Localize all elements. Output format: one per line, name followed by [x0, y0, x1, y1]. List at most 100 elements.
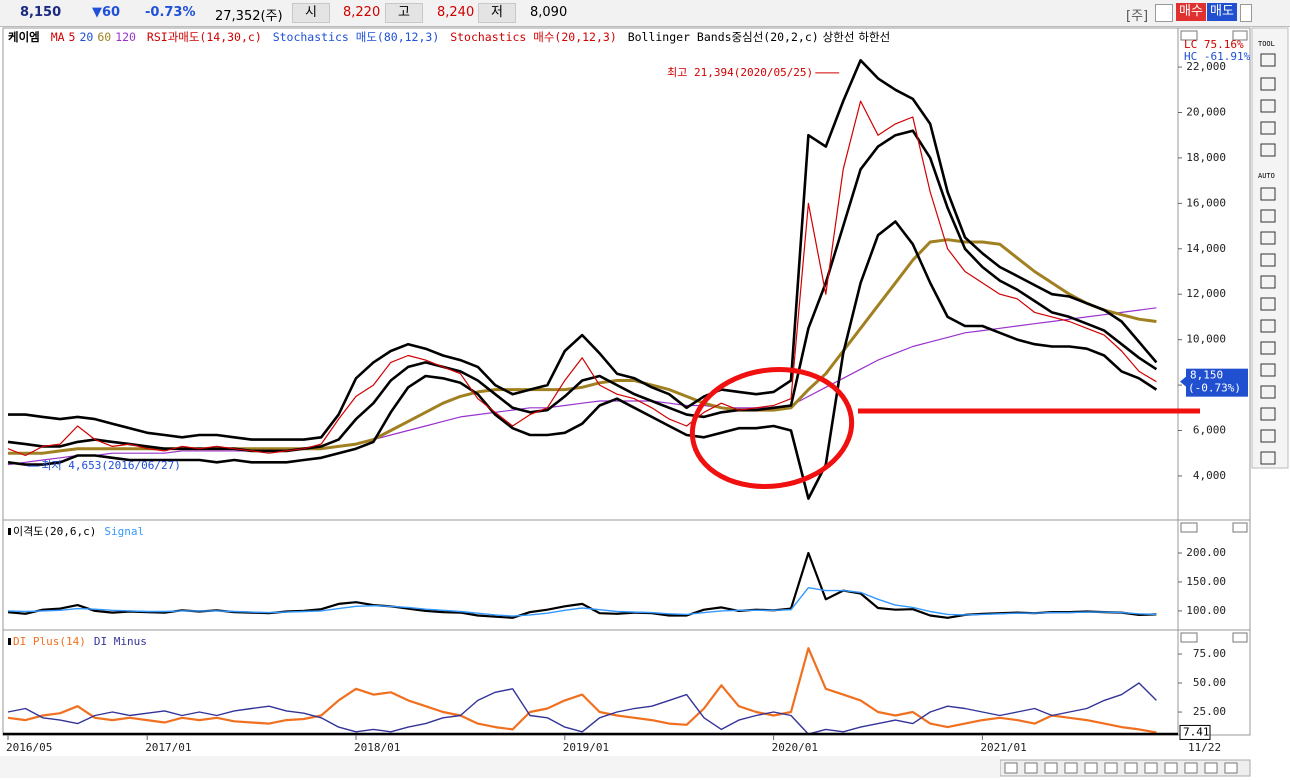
- y-tick-label: 150.00: [1186, 575, 1226, 588]
- tool-button[interactable]: [1260, 275, 1276, 289]
- legend-item: 5: [68, 30, 76, 44]
- y-tick-label: 4,000: [1193, 469, 1226, 482]
- price-tag-change: (-0.73%): [1188, 382, 1241, 395]
- series-line: [7, 220, 1158, 500]
- price: 8,150: [20, 5, 62, 20]
- y-tick-label: 10,000: [1186, 333, 1226, 346]
- legend-item: DI Plus(14): [13, 635, 86, 648]
- axis-frame: [1177, 629, 1251, 736]
- scroll-button: [1184, 762, 1198, 774]
- legend-item: 20: [79, 30, 94, 44]
- tool-button[interactable]: [1260, 231, 1276, 245]
- legend-item: 하한선: [858, 30, 891, 44]
- scroll-button: [1064, 762, 1078, 774]
- open: 8,220: [343, 5, 381, 20]
- tool-strip: [1251, 27, 1289, 469]
- tool-button[interactable]: [1260, 99, 1276, 113]
- scroll-button: [1044, 762, 1058, 774]
- tool-button[interactable]: [1260, 385, 1276, 399]
- panel-frame: [2, 27, 1179, 521]
- change: ▼60: [92, 5, 121, 20]
- volume: 27,352(주): [215, 9, 283, 24]
- quote-bar: 8,150 ▼60 -0.73% 27,352(주) 시 8,220 고 8,2…: [0, 0, 1290, 27]
- price-tag-pointer: [1180, 376, 1186, 387]
- buy-button[interactable]: 매수: [1176, 3, 1206, 21]
- unit: [주]: [1126, 9, 1149, 24]
- legend-item: MA: [50, 30, 65, 44]
- hc-label: HC -61.91%: [1184, 50, 1251, 63]
- tool-button[interactable]: [1260, 429, 1276, 443]
- tool-button[interactable]: [1260, 77, 1276, 91]
- tool-button[interactable]: [1260, 407, 1276, 421]
- last-value-label: 7.41: [1183, 725, 1210, 738]
- panel-icon: [1232, 30, 1248, 41]
- y-tick-label: 20,000: [1186, 105, 1226, 118]
- panel-icon: [1232, 632, 1248, 643]
- axis-frame: [1177, 27, 1251, 521]
- settings-button[interactable]: [1155, 4, 1173, 22]
- y-tick-label: 50.00: [1193, 676, 1226, 689]
- legend-item: 상한선: [822, 30, 855, 44]
- y-tick-label: 12,000: [1186, 287, 1226, 300]
- legend-item: Signal: [104, 525, 144, 538]
- y-tick-label: 25.00: [1193, 705, 1226, 718]
- high-label: 고: [385, 3, 423, 23]
- legend-item: 120: [115, 30, 136, 44]
- tool-button[interactable]: [1260, 121, 1276, 135]
- footer: [0, 756, 1000, 778]
- x-tick-label: 2020/01: [772, 741, 818, 754]
- annotation: 최저 4,653(2016/06/27): [41, 459, 180, 472]
- tool-button[interactable]: [1260, 297, 1276, 311]
- legend-item: DI Minus: [94, 635, 147, 648]
- rate: -0.73%: [145, 5, 196, 20]
- legend-item: Stochastics 매도(80,12,3): [272, 30, 440, 44]
- tool-button[interactable]: [1260, 451, 1276, 465]
- panel-icon: [1180, 30, 1198, 41]
- annotation: 최고 21,394(2020/05/25): [667, 66, 813, 79]
- low: 8,090: [530, 5, 568, 20]
- series-line: [7, 647, 1157, 734]
- chart-title: 케이엠: [8, 30, 40, 44]
- last-value-box: [1179, 724, 1211, 740]
- scroll-button: [1124, 762, 1138, 774]
- x-tick-label: 2021/01: [980, 741, 1026, 754]
- tool-button[interactable]: [1260, 341, 1276, 355]
- scroll-button: [1144, 762, 1158, 774]
- user-circle: [689, 366, 855, 490]
- sell-button[interactable]: 매도: [1207, 3, 1237, 21]
- tool-button[interactable]: [1260, 253, 1276, 267]
- y-tick-label: 14,000: [1186, 242, 1226, 255]
- series-line: [7, 587, 1157, 617]
- tool-button[interactable]: [1260, 53, 1276, 67]
- tool-label: TOOL: [1258, 40, 1275, 48]
- y-tick-label: 18,000: [1186, 151, 1226, 164]
- tool-button[interactable]: [1260, 187, 1276, 201]
- scroll-button: [1204, 762, 1218, 774]
- x-tick-label: 2019/01: [563, 741, 609, 754]
- x-tick-label: 2016/05: [6, 741, 52, 754]
- high: 8,240: [437, 5, 475, 20]
- tool-button[interactable]: [1260, 209, 1276, 223]
- series-line: [7, 307, 1157, 466]
- series-line: [7, 682, 1157, 735]
- tool-button[interactable]: [1260, 143, 1276, 157]
- axis-frame: [1177, 519, 1251, 631]
- tool-button[interactable]: [1260, 319, 1276, 333]
- legend-item: Bollinger Bands중심선(20,2,c): [627, 30, 819, 44]
- y-tick-label: 16,000: [1186, 196, 1226, 209]
- scroll-button: [1084, 762, 1098, 774]
- open-label: 시: [292, 3, 330, 23]
- panel-icon: [1180, 522, 1198, 533]
- series-line: [8, 59, 1158, 441]
- close-button[interactable]: [1240, 4, 1252, 22]
- main-legend: 케이엠 MA 5 20 60 120 RSI과매도(14,30,c) Stochasti…: [8, 29, 894, 45]
- scroll-button: [1024, 762, 1038, 774]
- y-tick-label: 200.00: [1186, 546, 1226, 559]
- legend-bullet: [8, 638, 11, 645]
- legend-item: 이격도(20,6,c): [13, 525, 96, 538]
- tool-button[interactable]: [1260, 363, 1276, 377]
- y-tick-label: 75.00: [1193, 647, 1226, 660]
